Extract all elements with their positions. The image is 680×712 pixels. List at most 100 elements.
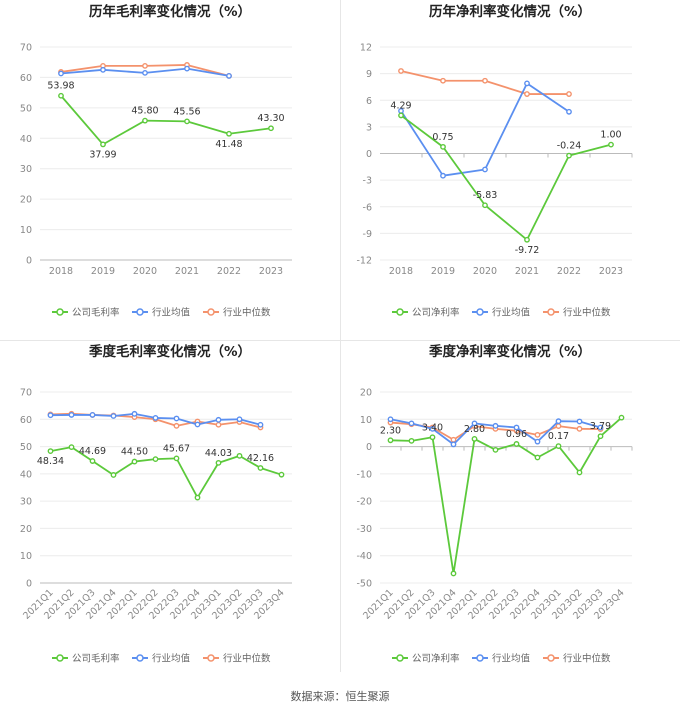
series-line — [400, 114, 612, 241]
data-point — [534, 454, 541, 461]
chart-svg-3: 季度净利率变化情况（%）-50-40-30-20-10010202021Q120… — [356, 343, 633, 665]
y-tick-label: 3 — [366, 122, 372, 133]
data-point — [576, 469, 583, 476]
y-tick-label: -40 — [356, 551, 372, 562]
data-label: -5.83 — [473, 190, 498, 201]
chart-title: 历年毛利率变化情况（%） — [89, 3, 251, 20]
chart-title: 历年净利率变化情况（%） — [429, 3, 591, 20]
data-source-label: 数据来源：恒生聚源 — [290, 690, 390, 703]
legend-marker — [56, 308, 64, 316]
data-point — [597, 424, 604, 431]
data-point — [131, 410, 138, 417]
data-point — [278, 471, 285, 478]
data-label: 37.99 — [89, 149, 116, 160]
data-point — [429, 425, 436, 432]
data-label: -9.72 — [515, 245, 540, 256]
data-point — [184, 118, 190, 125]
data-point — [89, 458, 96, 464]
data-point — [450, 436, 457, 443]
data-point — [236, 452, 243, 459]
data-point — [89, 412, 96, 418]
legend-label: 行业中位数 — [223, 653, 271, 665]
y-tick-label: 50 — [20, 442, 32, 453]
legend-label: 行业均值 — [152, 653, 191, 665]
data-point — [618, 414, 625, 421]
data-label: 4.29 — [390, 100, 411, 111]
legend-label: 行业均值 — [492, 653, 531, 665]
legend-marker — [476, 654, 484, 662]
data-point — [534, 431, 541, 438]
chart-svg-2: 季度毛利率变化情况（%）0102030405060702021Q12021Q22… — [20, 343, 292, 665]
data-point — [471, 436, 478, 442]
data-point — [534, 438, 541, 445]
data-point — [152, 415, 159, 421]
legend-label: 行业均值 — [492, 307, 531, 319]
data-point — [47, 412, 54, 419]
panel-divider-vertical — [340, 0, 341, 672]
data-point — [194, 421, 201, 428]
x-tick-label: 2019 — [431, 266, 455, 277]
data-label: 48.34 — [37, 456, 64, 467]
data-point — [194, 494, 201, 501]
data-point — [58, 92, 64, 99]
x-tick-label: 2019 — [91, 266, 115, 277]
chart-title: 季度净利率变化情况（%） — [428, 343, 591, 360]
chart-title: 季度毛利率变化情况（%） — [88, 343, 251, 360]
legend-label: 公司毛利率 — [72, 653, 120, 665]
data-label: 45.67 — [163, 443, 190, 454]
data-point — [100, 141, 106, 148]
data-label: 42.16 — [247, 453, 274, 464]
data-point — [257, 465, 264, 471]
y-tick-label: 70 — [20, 388, 32, 399]
data-point — [398, 68, 404, 74]
data-point — [387, 437, 394, 444]
x-tick-label: 2018 — [49, 266, 73, 277]
y-tick-label: 20 — [20, 524, 32, 535]
data-point — [173, 422, 180, 429]
data-point — [482, 202, 488, 209]
data-point — [152, 456, 159, 463]
y-tick-label: 30 — [20, 164, 32, 175]
chart-annual-net-margin: 历年净利率变化情况（%） -12 -9 -6 -3 0 3 6 9 12 2018 2019 2020 2… — [340, 0, 680, 340]
data-point — [142, 62, 148, 69]
y-tick-label: 9 — [366, 69, 372, 80]
data-point — [440, 77, 446, 84]
data-label: 0.96 — [506, 429, 527, 440]
data-label: 44.03 — [205, 448, 232, 459]
data-point — [450, 441, 457, 448]
y-tick-label: 30 — [20, 497, 32, 508]
data-point — [215, 421, 222, 428]
legend-marker — [547, 654, 555, 662]
data-point — [68, 412, 75, 418]
data-label: 1.00 — [600, 130, 621, 141]
legend-marker — [396, 308, 404, 316]
data-label: 41.48 — [215, 139, 242, 150]
legend-label: 行业中位数 — [563, 653, 611, 665]
x-tick-label: 2023 — [259, 266, 283, 277]
data-point — [597, 433, 604, 440]
data-point — [555, 443, 562, 450]
legend-label: 公司净利率 — [412, 653, 460, 665]
x-tick-label: 2022 — [557, 266, 581, 277]
data-point — [173, 415, 180, 422]
data-point — [440, 143, 446, 150]
data-point — [110, 472, 117, 478]
data-point — [440, 172, 446, 179]
y-tick-label: 60 — [20, 73, 32, 84]
y-tick-label: 10 — [360, 415, 372, 426]
chart-svg-1: 历年净利率变化情况（%） -12 -9 -6 -3 0 3 6 9 12 2018 2019 2020 2… — [356, 3, 633, 319]
data-label: 43.30 — [257, 113, 284, 124]
data-point — [47, 448, 54, 455]
y-tick-label: 40 — [20, 469, 32, 480]
series-line — [50, 446, 282, 499]
y-tick-label: -12 — [356, 256, 372, 267]
data-point — [226, 130, 232, 137]
data-point — [555, 423, 562, 430]
data-label: 2.80 — [464, 424, 485, 435]
data-label: 0.17 — [548, 431, 569, 442]
y-tick-label: 50 — [20, 103, 32, 114]
data-label: 44.69 — [79, 446, 106, 457]
legend-marker — [56, 654, 64, 662]
data-point — [524, 91, 530, 97]
legend-marker — [207, 308, 215, 316]
